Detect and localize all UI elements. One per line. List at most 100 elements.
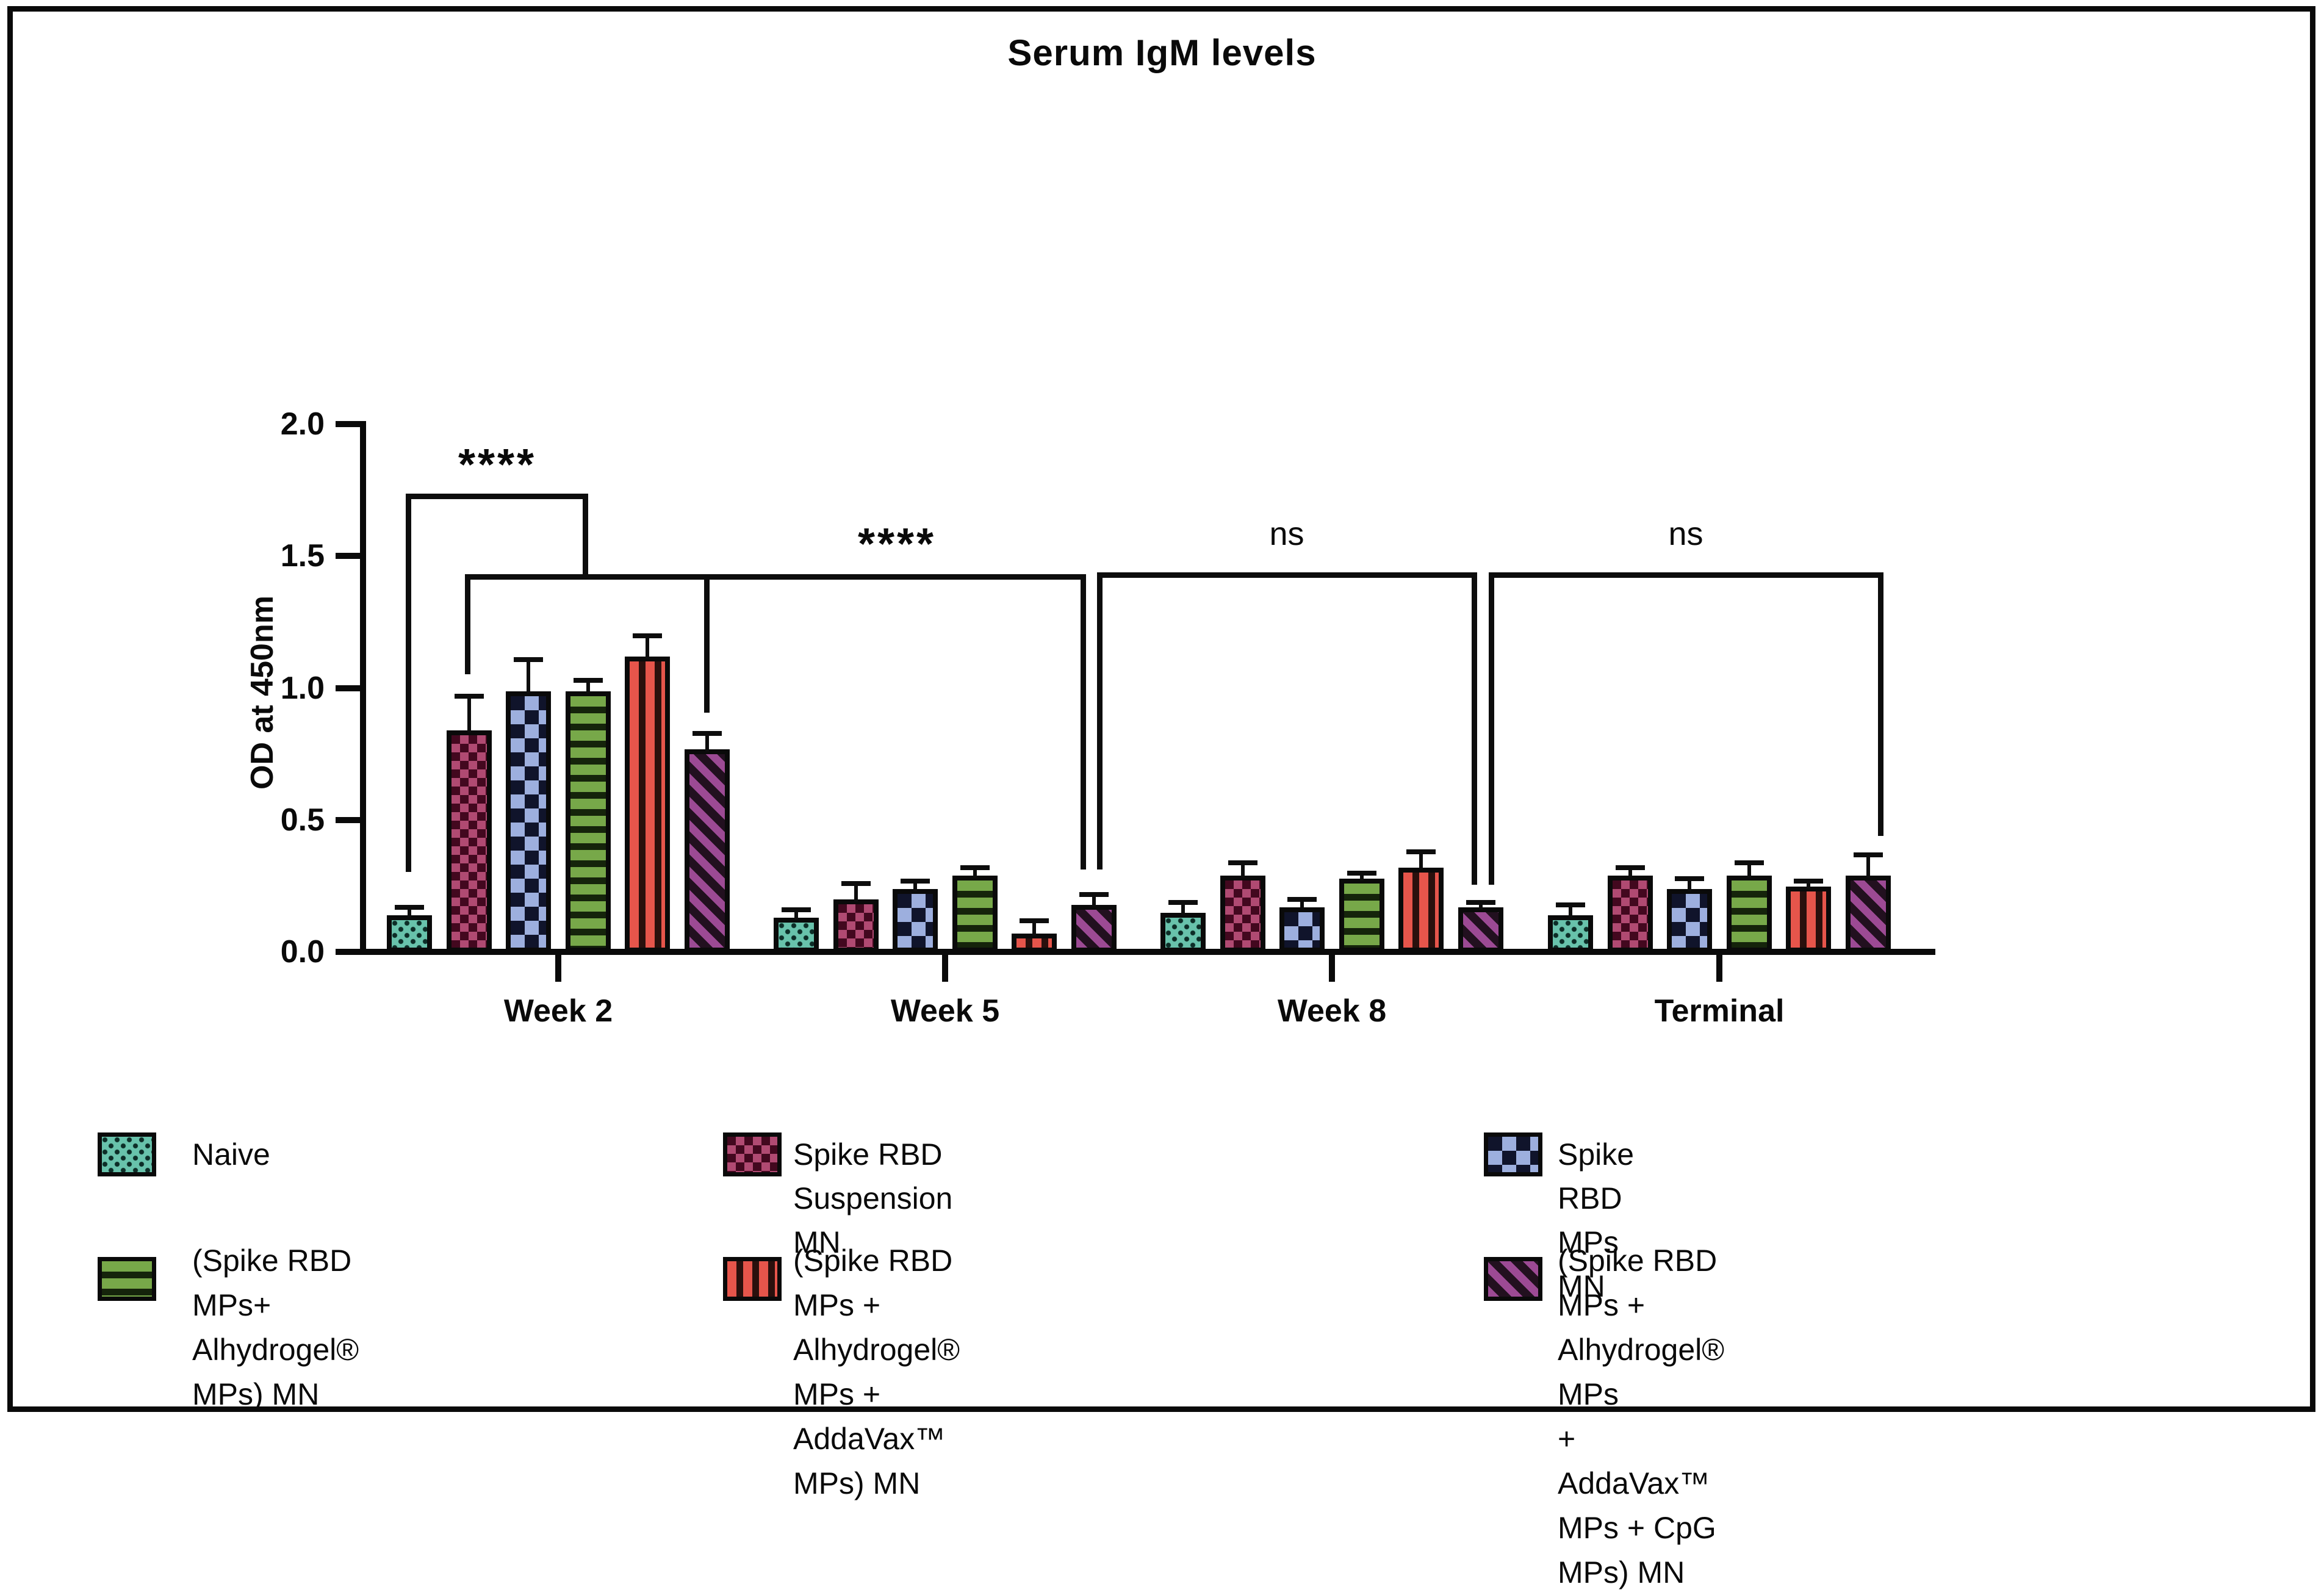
significance-bracket-leg [1878, 572, 1883, 836]
error-bar-line [1569, 904, 1572, 918]
legend-label: Spike RBD MPs MN [1558, 1137, 1635, 1303]
bar-s2-terminal [1667, 888, 1713, 952]
y-tick-label: 2.0 [280, 406, 325, 442]
x-tick-week-8 [1329, 955, 1335, 982]
y-tick [336, 685, 360, 691]
error-bar-line [1688, 878, 1692, 891]
bar-s4-week-5 [1012, 934, 1057, 952]
error-bar-line [1747, 862, 1751, 879]
significance-bracket-leg [1472, 572, 1477, 885]
bar-s1-week-2 [446, 730, 492, 952]
error-bar-cap [693, 730, 722, 736]
significance-bracket-leg [406, 494, 411, 872]
x-category-label: Week 8 [1277, 993, 1387, 1029]
error-bar-cap [1556, 902, 1585, 907]
legend-label: (Spike RBD MPs+ Alhydrogel® MPs) MN [192, 1244, 359, 1411]
bar-s3-week-5 [952, 876, 998, 952]
significance-label: ns [1269, 516, 1304, 552]
error-bar-line [794, 910, 798, 921]
error-bar-cap [1228, 860, 1257, 865]
error-bar-line [1181, 902, 1185, 915]
suspension-swatch-icon [723, 1132, 782, 1176]
error-bar-cap [573, 678, 603, 683]
error-bar-cap [395, 905, 424, 910]
figure-canvas: Serum IgM levels OD at 450nm 0.0 0.5 1.0 1.… [7, 6, 2315, 1590]
error-bar-line [586, 680, 590, 694]
significance-bracket-leg [1489, 572, 1494, 885]
error-bar-cap [1466, 899, 1495, 905]
bar-s4-terminal [1786, 886, 1832, 952]
y-tick-label: 0.0 [280, 934, 325, 970]
bar-s5-week-8 [1458, 907, 1503, 952]
error-bar-line [1479, 902, 1483, 910]
error-bar-cap [454, 694, 484, 699]
significance-bracket-leg [465, 574, 470, 674]
error-bar-cap [1734, 860, 1764, 865]
error-bar-cap [1287, 897, 1317, 902]
y-tick-label: 1.5 [280, 538, 325, 574]
error-bar-line [408, 907, 411, 918]
significance-bracket-leg [583, 494, 588, 580]
error-bar-cap [1615, 865, 1645, 871]
significance-bracket-leg [1081, 574, 1086, 870]
legend-label: Naive [192, 1137, 270, 1172]
bar-s3-week-8 [1339, 878, 1384, 952]
y-tick [336, 816, 360, 823]
error-bar-line [527, 659, 531, 694]
bar-s2-week-2 [506, 691, 552, 952]
cpg-swatch-icon [1484, 1257, 1542, 1301]
bar-s5-week-2 [685, 749, 730, 952]
error-bar-cap [960, 865, 990, 871]
error-bar-cap [1347, 870, 1376, 876]
y-tick-label: 1.0 [280, 670, 325, 706]
figure-border [7, 6, 2315, 1412]
bar-s0-week-8 [1160, 912, 1206, 952]
error-bar-cap [1079, 891, 1109, 897]
bar-s0-week-5 [774, 918, 819, 952]
bar-s1-terminal [1607, 876, 1653, 952]
error-bar-line [1866, 854, 1870, 879]
x-category-label: Week 5 [890, 993, 1000, 1029]
significance-bracket-leg [1097, 572, 1103, 870]
error-bar-cap [782, 907, 811, 913]
error-bar-line [1092, 894, 1096, 907]
bar-s2-week-5 [893, 888, 938, 952]
error-bar-cap [633, 633, 663, 638]
significance-bracket-bar [1489, 572, 1883, 578]
error-bar-line [1419, 852, 1423, 871]
legend-label: (Spike RBD MPs + Alhydrogel® MPs + AddaV… [793, 1244, 960, 1500]
bar-s5-terminal [1846, 876, 1891, 952]
x-tick-week-5 [942, 955, 948, 982]
bar-s0-week-2 [387, 915, 432, 952]
y-axis [360, 421, 366, 955]
error-bar-line [1628, 868, 1632, 879]
significance-label: ns [1668, 516, 1703, 552]
error-bar-line [973, 868, 977, 879]
significance-label: **** [857, 520, 937, 569]
error-bar-line [646, 635, 650, 660]
bar-s1-week-8 [1220, 876, 1265, 952]
error-bar-cap [841, 881, 871, 887]
significance-bracket-bar [406, 494, 588, 499]
error-bar-line [854, 884, 858, 902]
bar-s4-week-8 [1398, 868, 1444, 952]
x-category-label: Week 2 [503, 993, 613, 1029]
error-bar-cap [1406, 849, 1436, 855]
y-tick [336, 553, 360, 560]
legend-label: Spike RBD Suspension MN [793, 1137, 953, 1259]
error-bar-cap [1675, 876, 1705, 881]
x-tick-terminal [1716, 955, 1722, 982]
alhydrogel-swatch-icon [98, 1257, 156, 1301]
x-tick-week-2 [555, 955, 561, 982]
significance-bracket-bar [1097, 572, 1477, 578]
bar-s1-week-5 [833, 899, 879, 952]
error-bar-line [1240, 862, 1245, 879]
naive-swatch-icon [98, 1132, 156, 1176]
y-tick [336, 949, 360, 955]
bar-s3-terminal [1726, 876, 1772, 952]
legend-label: (Spike RBD MPs + Alhydrogel® MPs + AddaV… [1558, 1244, 1725, 1590]
significance-bracket-leg [704, 574, 710, 713]
x-category-label: Terminal [1654, 993, 1785, 1029]
addavax-swatch-icon [723, 1257, 782, 1301]
error-bar-cap [1794, 878, 1824, 884]
